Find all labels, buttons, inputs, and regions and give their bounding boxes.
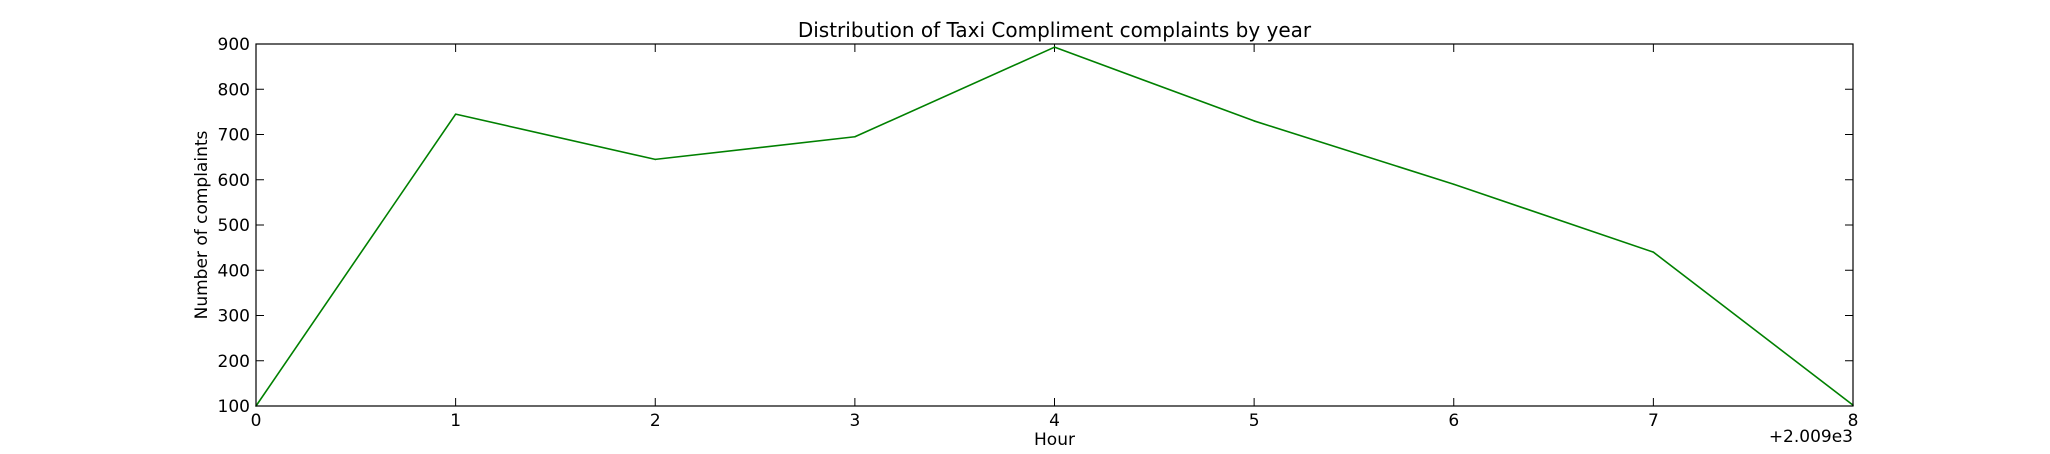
y-tick-label: 600 <box>218 171 250 191</box>
data-point <box>1253 120 1255 122</box>
x-tick-label: 7 <box>1648 411 1659 431</box>
x-tick-label: 5 <box>1249 411 1260 431</box>
y-tick-label: 800 <box>218 80 250 100</box>
x-tick-label: 2 <box>650 411 661 431</box>
data-point <box>654 158 657 161</box>
x-tick-label: 3 <box>849 411 860 431</box>
x-tick-label: 4 <box>1049 411 1060 431</box>
x-tick-label: 0 <box>251 411 262 431</box>
x-tick-label: 8 <box>1848 411 1859 431</box>
series-line <box>255 46 1854 407</box>
data-point <box>854 135 856 138</box>
y-tick-label: 200 <box>218 352 250 372</box>
data-point <box>454 113 457 115</box>
x-tick-label: 6 <box>1448 411 1459 431</box>
y-tick-label: 300 <box>218 307 250 327</box>
series-layer <box>255 46 1854 407</box>
x-axis-offset-label: +2.009e3 <box>1769 427 1853 447</box>
axis-ticks: 0 1 2 3 4 5 6 7 8 100 200 300 400 500 600 700 800 900 <box>218 35 1859 431</box>
data-point <box>1452 183 1455 186</box>
y-tick-label: 500 <box>218 216 250 236</box>
chart-title: Distribution of Taxi Compliment complain… <box>798 18 1312 42</box>
x-axis-label: Hour <box>1034 430 1075 450</box>
y-axis-label: Number of complaints <box>192 130 212 319</box>
y-tick-label: 700 <box>218 126 250 146</box>
plot-frame <box>255 43 1854 407</box>
y-tick-label: 900 <box>218 35 250 55</box>
y-tick-label: 400 <box>218 261 250 281</box>
data-point <box>1652 251 1655 253</box>
data-point <box>1053 46 1056 48</box>
y-tick-label: 100 <box>218 397 250 417</box>
x-tick-label: 1 <box>450 411 461 431</box>
